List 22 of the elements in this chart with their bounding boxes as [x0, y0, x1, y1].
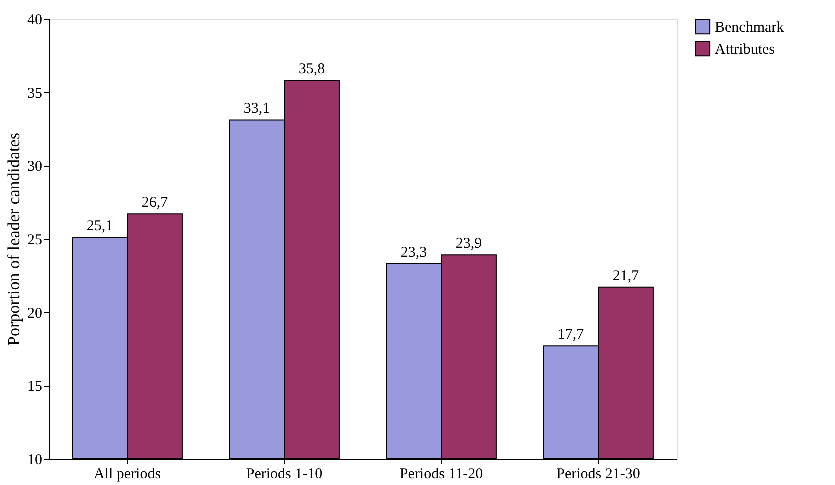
y-tick-label: 40	[28, 12, 42, 28]
data-label: 33,1	[244, 101, 270, 118]
data-label: 17,7	[558, 327, 585, 344]
legend-label: Benchmark	[715, 20, 785, 36]
y-tick-label: 35	[28, 86, 42, 102]
x-tick-label: Periods 11-20	[400, 466, 484, 482]
data-label: 25,1	[86, 218, 114, 235]
y-tick-label: 15	[28, 379, 42, 396]
y-tick-label: 30	[28, 159, 42, 176]
y-axis-title: Porportion of leader candidates	[4, 133, 24, 346]
y-tick-label: 20	[28, 306, 42, 322]
data-label: 23,9	[456, 236, 482, 252]
y-tick-label: 10	[28, 452, 42, 468]
legend-label: Attributes	[715, 42, 776, 58]
x-tick-label: All periods	[94, 466, 162, 482]
data-label: 35,8	[298, 62, 326, 78]
data-label: 23,3	[400, 244, 428, 261]
x-tick-label: Periods 21-30	[556, 466, 640, 482]
x-tick-label: Periods 1-10	[246, 466, 323, 482]
data-label: 26,7	[142, 195, 169, 212]
data-label: 21,7	[612, 268, 640, 284]
y-tick-label: 25	[28, 232, 42, 248]
